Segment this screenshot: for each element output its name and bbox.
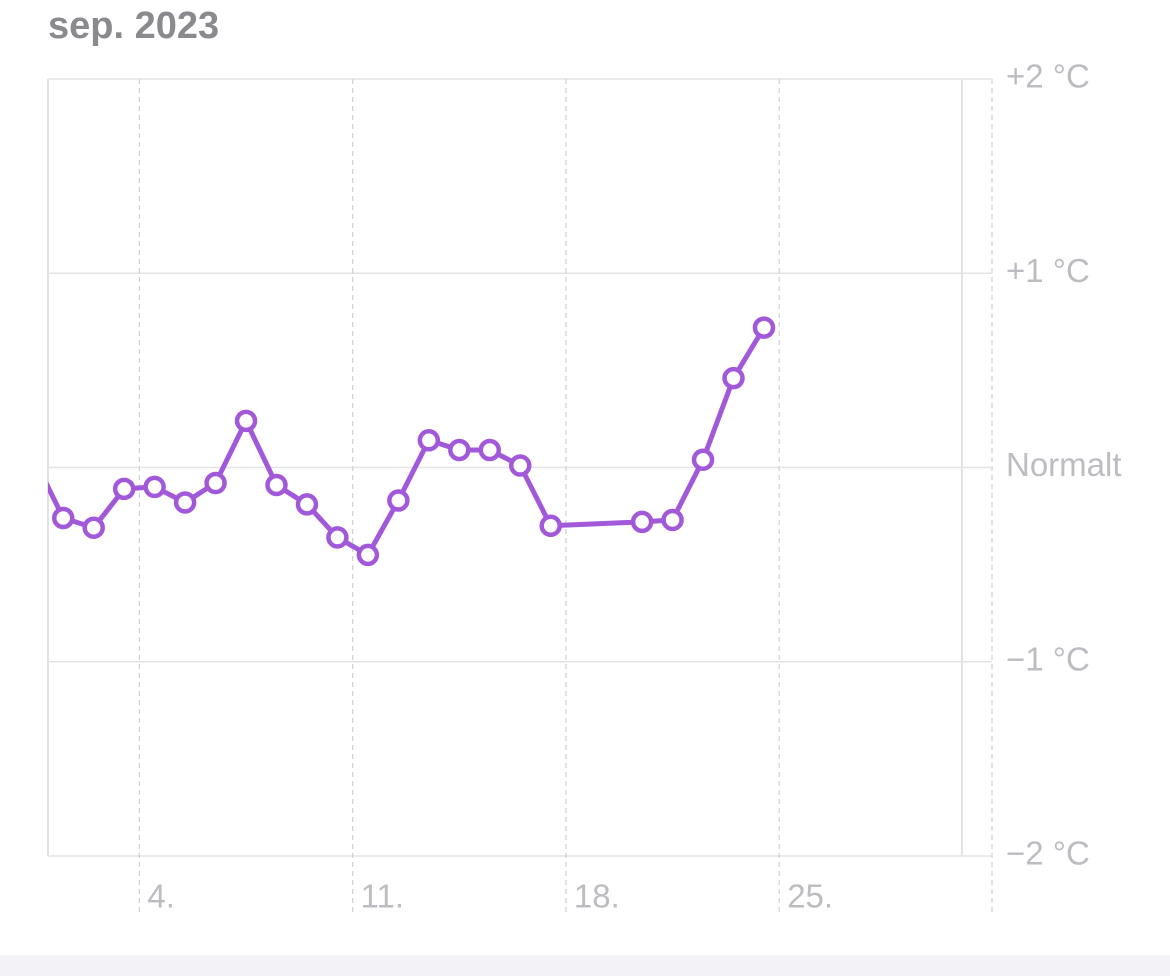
chart-title: sep. 2023 bbox=[48, 5, 219, 47]
data-point bbox=[24, 447, 42, 465]
y-tick-label: −2 °C bbox=[1006, 835, 1090, 872]
data-point bbox=[539, 514, 562, 538]
y-tick-label: −1 °C bbox=[1006, 640, 1090, 677]
data-point bbox=[265, 473, 288, 497]
y-tick-label: +1 °C bbox=[1006, 252, 1090, 289]
data-point bbox=[295, 493, 319, 516]
data-point bbox=[143, 475, 166, 499]
x-tick-label: 4. bbox=[147, 878, 175, 915]
x-tick-label: 11. bbox=[361, 878, 404, 915]
x-tick-label: 25. bbox=[787, 878, 833, 915]
data-point bbox=[387, 489, 410, 512]
data-point bbox=[752, 316, 776, 339]
data-line bbox=[48, 326, 767, 558]
footer-strip bbox=[0, 955, 1170, 976]
data-point bbox=[112, 477, 136, 501]
data-point bbox=[508, 454, 532, 477]
data-point bbox=[630, 510, 654, 534]
data-point bbox=[722, 366, 745, 390]
data-point bbox=[51, 506, 75, 530]
data-point bbox=[82, 516, 105, 539]
x-tick-label: 18. bbox=[574, 878, 620, 915]
data-point bbox=[448, 438, 471, 462]
data-point bbox=[478, 438, 502, 462]
data-point bbox=[326, 526, 349, 549]
data-point bbox=[234, 409, 258, 433]
data-point bbox=[691, 448, 715, 471]
data-point bbox=[173, 491, 197, 514]
data-point bbox=[661, 508, 684, 532]
y-tick-label: Normalt bbox=[1006, 446, 1122, 483]
y-tick-label: +2 °C bbox=[1006, 58, 1090, 95]
data-point bbox=[204, 471, 227, 495]
data-point bbox=[417, 429, 441, 452]
data-point bbox=[356, 543, 380, 567]
